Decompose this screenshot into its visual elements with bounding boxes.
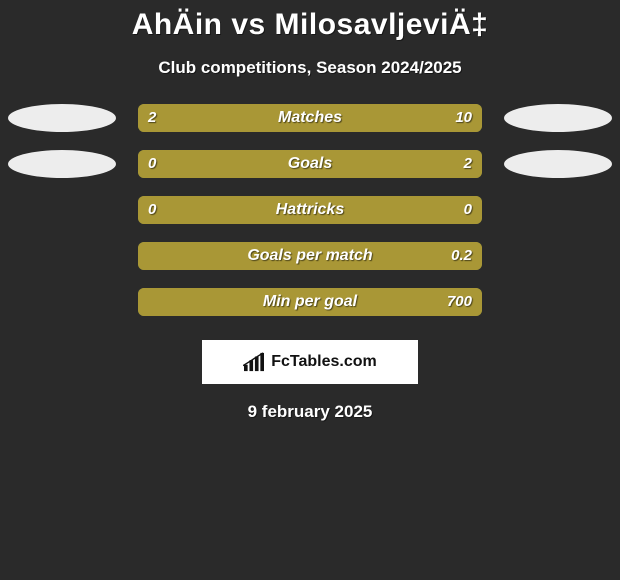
stat-rows: 2Matches100Goals20Hattricks0Goals per ma… — [0, 104, 620, 316]
stat-row: 2Matches10 — [0, 104, 620, 132]
stat-label: Min per goal — [138, 288, 482, 316]
stat-row: 0Goals2 — [0, 150, 620, 178]
player-left-ellipse — [8, 150, 116, 178]
comparison-infographic: AhÄin vs MilosavljeviÄ‡ Club competition… — [0, 0, 620, 580]
branding-box: FcTables.com — [202, 340, 418, 384]
stat-label: Goals per match — [138, 242, 482, 270]
stat-row: Min per goal700 — [0, 288, 620, 316]
stat-bar: 2Matches10 — [138, 104, 482, 132]
stat-value-right: 0 — [464, 196, 472, 224]
date-text: 9 february 2025 — [0, 402, 620, 422]
stat-bar: 0Hattricks0 — [138, 196, 482, 224]
player-right-ellipse — [504, 150, 612, 178]
stat-bar: Goals per match0.2 — [138, 242, 482, 270]
stat-bar: 0Goals2 — [138, 150, 482, 178]
page-subtitle: Club competitions, Season 2024/2025 — [0, 58, 620, 78]
stat-value-right: 700 — [447, 288, 472, 316]
bars-logo-icon — [243, 352, 265, 372]
stat-value-right: 2 — [464, 150, 472, 178]
page-title: AhÄin vs MilosavljeviÄ‡ — [0, 8, 620, 42]
stat-row: Goals per match0.2 — [0, 242, 620, 270]
player-left-ellipse — [8, 104, 116, 132]
stat-label: Goals — [138, 150, 482, 178]
stat-value-right: 10 — [455, 104, 472, 132]
branding-text: FcTables.com — [271, 353, 377, 371]
stat-label: Hattricks — [138, 196, 482, 224]
stat-bar: Min per goal700 — [138, 288, 482, 316]
stat-label: Matches — [138, 104, 482, 132]
stat-value-right: 0.2 — [451, 242, 472, 270]
stat-row: 0Hattricks0 — [0, 196, 620, 224]
player-right-ellipse — [504, 104, 612, 132]
